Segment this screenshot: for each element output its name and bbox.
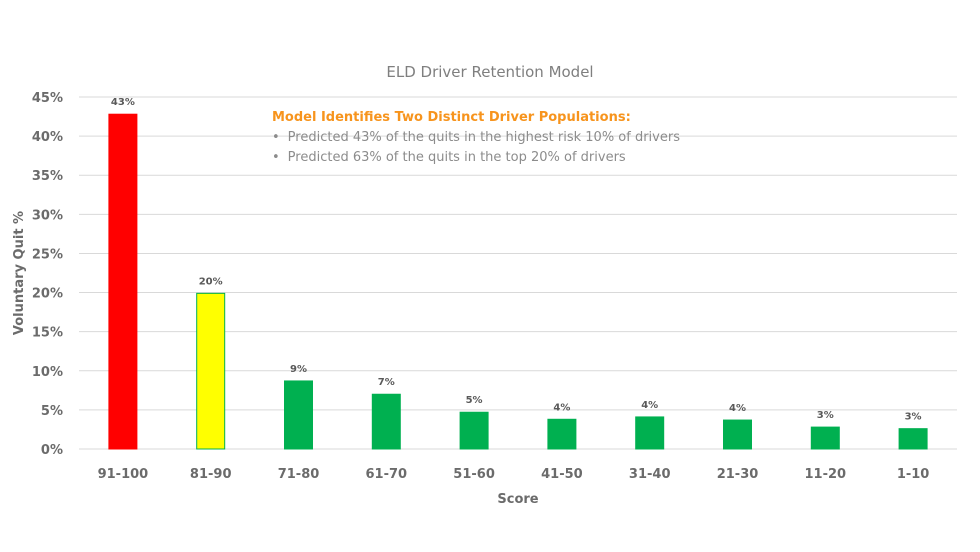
- bar: [547, 418, 577, 450]
- data-label: 5%: [466, 395, 483, 406]
- x-tick-label: 11-20: [805, 467, 847, 482]
- x-tick-label: 71-80: [278, 467, 320, 482]
- y-tick-label: 15%: [32, 326, 63, 341]
- annotation-bullet-1: • Predicted 43% of the quits in the highe…: [272, 130, 680, 145]
- y-tick-label: 35%: [32, 169, 63, 184]
- bullet-icon: •: [272, 150, 280, 165]
- bar: [898, 428, 928, 450]
- y-tick-label: 25%: [32, 247, 63, 262]
- data-label: 20%: [199, 276, 223, 287]
- data-label: 4%: [553, 402, 570, 413]
- bars: [108, 113, 928, 450]
- data-label: 3%: [817, 410, 834, 421]
- bar: [196, 292, 226, 450]
- x-tick-label: 91-100: [98, 467, 149, 482]
- x-axis-ticks: 91-100 81-90 71-80 61-70 51-60 41-50 31-40 21-3…: [98, 467, 930, 482]
- x-tick-label: 61-70: [366, 467, 408, 482]
- annotation-bullet-2: • Predicted 63% of the quits in the top 2…: [272, 150, 626, 165]
- bar: [108, 113, 138, 450]
- y-tick-label: 10%: [32, 365, 63, 380]
- x-tick-label: 41-50: [541, 467, 583, 482]
- x-tick-label: 21-30: [717, 467, 759, 482]
- bar: [284, 380, 313, 450]
- y-tick-label: 40%: [32, 130, 63, 145]
- data-label: 3%: [905, 412, 922, 423]
- y-tick-label: 45%: [32, 91, 63, 106]
- x-tick-label: 51-60: [453, 467, 495, 482]
- x-tick-label: 1-10: [897, 467, 930, 482]
- bar: [371, 393, 401, 450]
- annotation-box: Model Identifies Two Distinct Driver Pop…: [272, 110, 680, 165]
- y-tick-label: 30%: [32, 208, 63, 223]
- x-tick-label: 81-90: [190, 467, 232, 482]
- x-axis-label: Score: [497, 492, 538, 507]
- y-axis-label: Voluntary Quit %: [12, 211, 27, 335]
- data-label: 4%: [729, 403, 746, 414]
- bar: [810, 426, 840, 450]
- y-tick-label: 0%: [41, 443, 63, 458]
- annotation-heading: Model Identifies Two Distinct Driver Pop…: [272, 110, 631, 125]
- data-labels: 43% 20% 9% 7% 5% 4% 4% 4% 3% 3%: [111, 97, 922, 422]
- data-label: 9%: [290, 364, 307, 375]
- y-tick-label: 5%: [41, 404, 63, 419]
- y-axis-ticks: 0% 5% 10% 15% 20% 25% 30% 35% 40% 45%: [32, 91, 63, 458]
- chart-title: ELD Driver Retention Model: [386, 63, 593, 81]
- data-label: 43%: [111, 97, 135, 108]
- bar: [459, 411, 489, 450]
- x-tick-label: 31-40: [629, 467, 671, 482]
- data-label: 4%: [641, 400, 658, 411]
- data-label: 7%: [378, 377, 395, 388]
- gridlines: [79, 96, 957, 450]
- bar: [635, 416, 665, 450]
- bar: [723, 419, 752, 450]
- y-tick-label: 20%: [32, 287, 63, 302]
- bullet-icon: •: [272, 130, 280, 145]
